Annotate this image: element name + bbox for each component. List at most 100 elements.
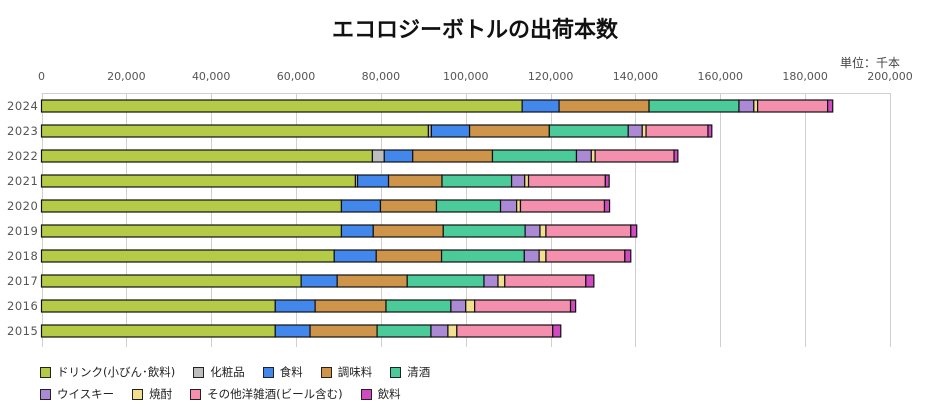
- bar-segment: [435, 199, 502, 213]
- y-tick-label: 2024: [7, 99, 38, 113]
- legend-swatch: [132, 388, 144, 400]
- legend-row-2: ウイスキー 焼酎 その他洋雑酒(ビール含む) 飲料: [40, 383, 740, 405]
- legend-label: 調味料: [337, 365, 373, 379]
- y-tick-label: 2015: [7, 324, 38, 338]
- bar-segment: [40, 149, 374, 163]
- legend-swatch: [40, 366, 51, 378]
- legend-label: ウイスキー: [57, 387, 115, 401]
- legend-item: 清酒: [390, 364, 430, 380]
- bar-segment: [412, 149, 494, 163]
- bar-segment: [527, 174, 606, 188]
- bar-segment: [585, 274, 595, 288]
- bar-segment: [757, 99, 829, 113]
- bar-segment: [440, 249, 525, 263]
- bar-segment: [558, 99, 650, 113]
- bar-segment: [456, 324, 554, 338]
- bar-segment: [371, 149, 385, 163]
- bar-segment: [707, 124, 713, 138]
- legend-item: 飲料: [360, 386, 401, 402]
- unit-label: 単位：千本: [839, 56, 900, 70]
- bar-segment: [630, 224, 638, 238]
- y-tick-label: 2021: [7, 174, 38, 188]
- bar-segment: [624, 249, 632, 263]
- x-tick-label: 40,000: [192, 70, 231, 83]
- bar-segment: [468, 124, 550, 138]
- bar-segment: [442, 224, 526, 238]
- x-tick-label: 100,000: [443, 70, 489, 83]
- bar-segment: [40, 174, 357, 188]
- bar-segment: [40, 324, 276, 338]
- bar-segment: [40, 199, 343, 213]
- bar-segment: [336, 274, 408, 288]
- legend-swatch: [320, 366, 332, 378]
- x-tick-label: 80,000: [362, 70, 401, 83]
- bar-segment: [569, 299, 577, 313]
- legend-row-1: ドリンク(小びん･飲料) 化粧品 食料 調味料 清酒: [40, 361, 740, 383]
- legend-item: 焼酎: [132, 386, 172, 402]
- x-tick-label: 120,000: [528, 70, 574, 83]
- bar-segment: [539, 224, 547, 238]
- bar-segment: [356, 174, 390, 188]
- bar-segment: [314, 299, 387, 313]
- legend-item: 食料: [262, 364, 303, 380]
- bar-segment: [375, 249, 443, 263]
- chart-title: エコロジーボトルの出荷本数: [331, 18, 618, 43]
- legend-label: 焼酎: [149, 387, 173, 401]
- bar-segment: [450, 299, 467, 313]
- legend-swatch: [40, 388, 51, 400]
- y-tick-label: 2016: [7, 299, 38, 313]
- bar-segment: [519, 199, 606, 213]
- y-tick-label: 2022: [7, 149, 38, 163]
- legend-swatch: [390, 366, 402, 378]
- bar-segment: [40, 274, 302, 288]
- y-tick-label: 2018: [7, 249, 38, 263]
- bar-segment: [738, 99, 755, 113]
- bar-segment: [40, 224, 343, 238]
- legend-item: ウイスキー: [40, 386, 114, 402]
- bar-segment: [510, 174, 526, 188]
- bar-segment: [372, 224, 444, 238]
- bar-segment: [491, 149, 578, 163]
- x-tick-label: 20,000: [107, 70, 146, 83]
- stacked-bar-chart: 0 20,000 40,000 60,000 80,000 100,000 120,000 1…: [7, 70, 913, 347]
- legend-item: その他洋雑酒(ビール含む): [190, 386, 343, 402]
- bar-segment: [645, 124, 709, 138]
- bar-segment: [430, 124, 471, 138]
- bar-segment: [497, 274, 506, 288]
- y-tick-label: 2019: [7, 224, 38, 238]
- bar-segment: [594, 149, 675, 163]
- bar-segment: [575, 149, 592, 163]
- bar-segment: [648, 99, 740, 113]
- bar-segment: [548, 124, 629, 138]
- y-tick-label: 2023: [7, 124, 38, 138]
- x-tick-label: 160,000: [698, 70, 744, 83]
- legend-swatch: [193, 366, 205, 378]
- legend-label: 飲料: [377, 387, 401, 401]
- bar-segment: [340, 224, 374, 238]
- legend-item: 調味料: [320, 364, 373, 380]
- bar-segment: [40, 99, 523, 113]
- bar-segment: [274, 324, 311, 338]
- bar-segment: [673, 149, 679, 163]
- bar-segment: [406, 274, 485, 288]
- bar-segment: [387, 174, 443, 188]
- legend-swatch: [262, 366, 274, 378]
- bar-segment: [604, 174, 610, 188]
- bar-segment: [603, 199, 611, 213]
- x-tick-label: 200,000: [867, 70, 913, 83]
- bar-segment: [524, 224, 541, 238]
- legend-label: その他洋雑酒(ビール含む): [207, 387, 343, 401]
- bar-segment: [552, 324, 562, 338]
- bar-segment: [383, 149, 414, 163]
- y-tick-label: 2020: [7, 199, 38, 213]
- legend: ドリンク(小びん･飲料) 化粧品 食料 調味料 清酒 ウイスキー 焼酎 その他洋雑酒(ビール…: [40, 361, 740, 405]
- x-tick-label: 180,000: [782, 70, 828, 83]
- bar-segment: [447, 324, 458, 338]
- bar-segment: [521, 99, 560, 113]
- bar-segment: [376, 324, 432, 338]
- bar-segment: [430, 324, 449, 338]
- bar-segment: [499, 199, 518, 213]
- x-tick-label: 60,000: [277, 70, 316, 83]
- bar-segment: [523, 249, 540, 263]
- legend-label: ドリンク(小びん･飲料): [57, 365, 176, 379]
